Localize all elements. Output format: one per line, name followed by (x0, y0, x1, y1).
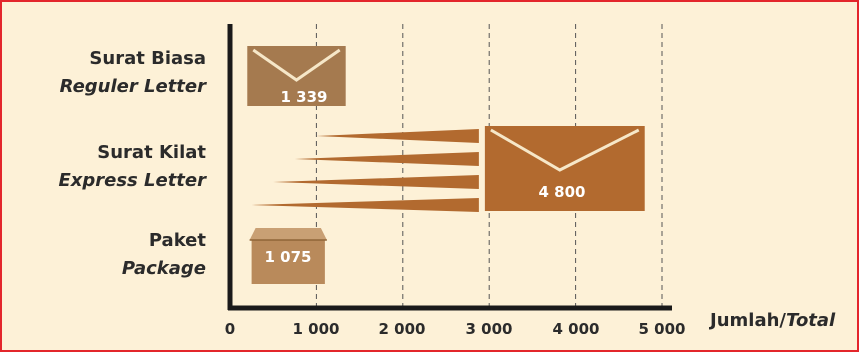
speed-streak-1 (316, 129, 479, 143)
envelope-icon (252, 48, 341, 82)
value-label-surat-kilat: 4 800 (538, 183, 586, 201)
category-label-paket: Paket (148, 230, 206, 251)
axes (227, 24, 672, 311)
category-label-surat-kilat: Surat Kilat (97, 142, 206, 163)
bar-paket (251, 238, 325, 284)
x-axis-title-id: Jumlah/ (710, 310, 786, 331)
x-tick-label-0: 0 (224, 320, 236, 338)
x-tick-label-1000: 1 000 (292, 320, 340, 338)
x-tick-label-3000: 3 000 (465, 320, 513, 338)
box-icon (249, 228, 327, 240)
category-label-package: Package (121, 258, 206, 279)
speed-streak-3 (273, 175, 479, 189)
value-label-surat-biasa: 1 339 (280, 88, 328, 106)
x-tick-label-4000: 4 000 (552, 320, 600, 338)
value-label-paket: 1 075 (264, 248, 312, 266)
category-label-reguler-letter: Reguler Letter (59, 76, 206, 97)
speed-streak-4 (251, 198, 479, 212)
chart-marks (247, 46, 645, 284)
category-label-surat-biasa: Surat Biasa (89, 48, 206, 69)
x-axis-title: Jumlah/Total (710, 310, 835, 331)
x-axis-title-en: Total (785, 310, 836, 331)
x-tick-label-2000: 2 000 (378, 320, 426, 338)
envelope-speed-icon (490, 128, 640, 172)
speed-streak-2 (294, 152, 479, 166)
x-tick-label-5000: 5 000 (638, 320, 686, 338)
category-label-express-letter: Express Letter (58, 170, 206, 191)
